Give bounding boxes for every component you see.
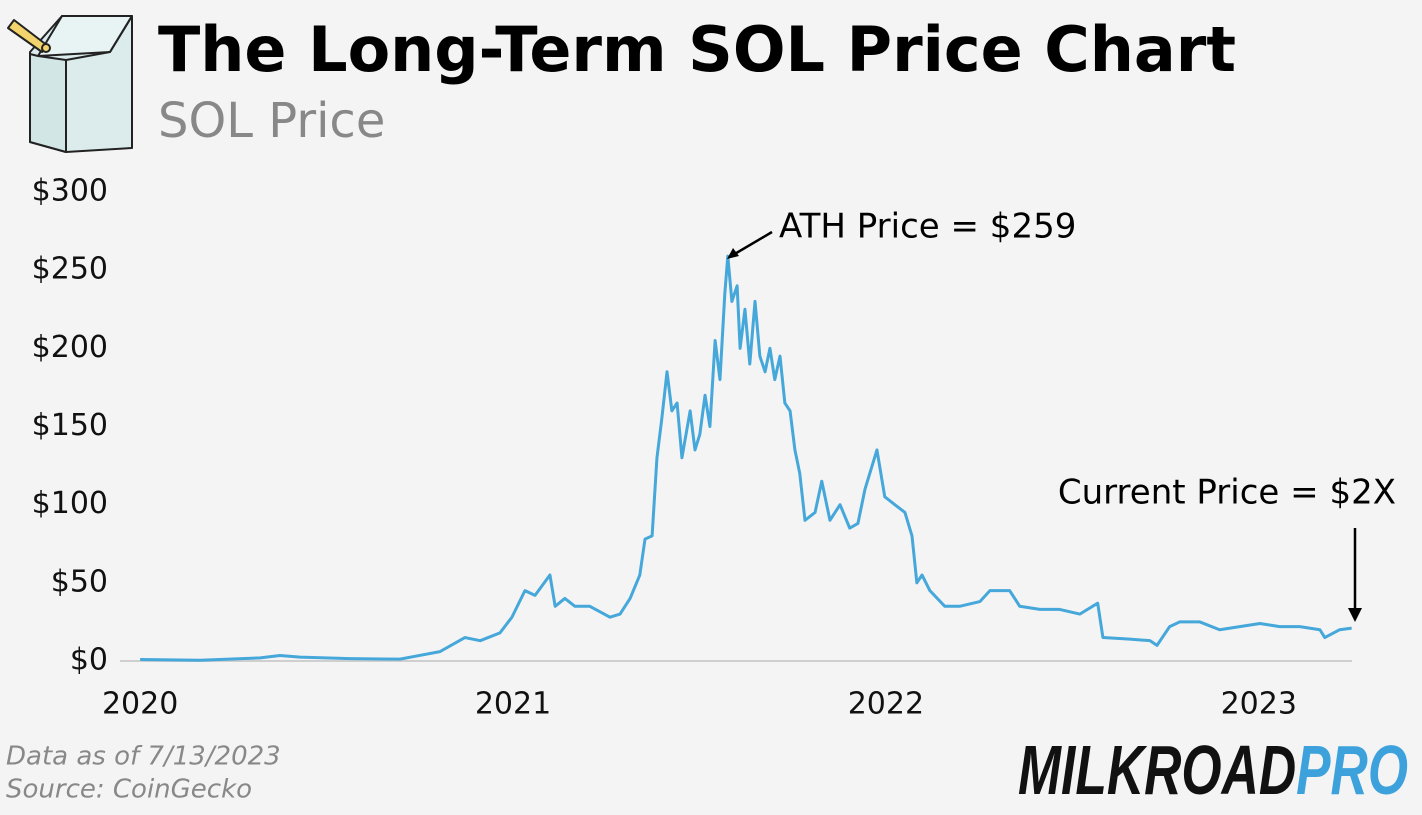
- chart-subtitle: SOL Price: [158, 93, 385, 149]
- y-tick-label: $0: [70, 643, 108, 678]
- y-tick-label: $100: [32, 486, 108, 521]
- price-line: [140, 254, 1352, 662]
- x-tick-label: 2020: [102, 687, 178, 722]
- y-tick-label: $300: [32, 174, 108, 209]
- milk-carton-icon: [7, 15, 133, 153]
- current-arrowhead: [1348, 608, 1362, 622]
- x-tick-label: 2023: [1221, 687, 1297, 722]
- brand-main: MILKROAD: [1018, 731, 1296, 809]
- x-tick-label: 2021: [475, 687, 551, 722]
- chart-title: The Long-Term SOL Price Chart: [158, 13, 1236, 86]
- current-annotation: Current Price = $2X: [1058, 473, 1396, 513]
- data-date-note: Data as of 7/13/2023: [6, 742, 281, 772]
- ath-arrowhead: [727, 248, 739, 259]
- y-tick-label: $150: [32, 408, 108, 443]
- y-tick-label: $50: [51, 564, 108, 599]
- plot-area: $0 $50 $100 $150 $200 $250 $300 2020 2021 2022 202…: [32, 174, 1352, 722]
- ath-arrow: [732, 230, 773, 257]
- source-note: Source: CoinGecko: [6, 775, 252, 805]
- ath-annotation: ATH Price = $259: [779, 207, 1076, 247]
- y-tick-label: $200: [32, 330, 108, 365]
- x-tick-label: 2022: [848, 687, 924, 722]
- brand-pro: PRO: [1296, 731, 1408, 809]
- brand-logo: MILKROADPRO: [1018, 731, 1408, 809]
- y-tick-label: $250: [32, 252, 108, 287]
